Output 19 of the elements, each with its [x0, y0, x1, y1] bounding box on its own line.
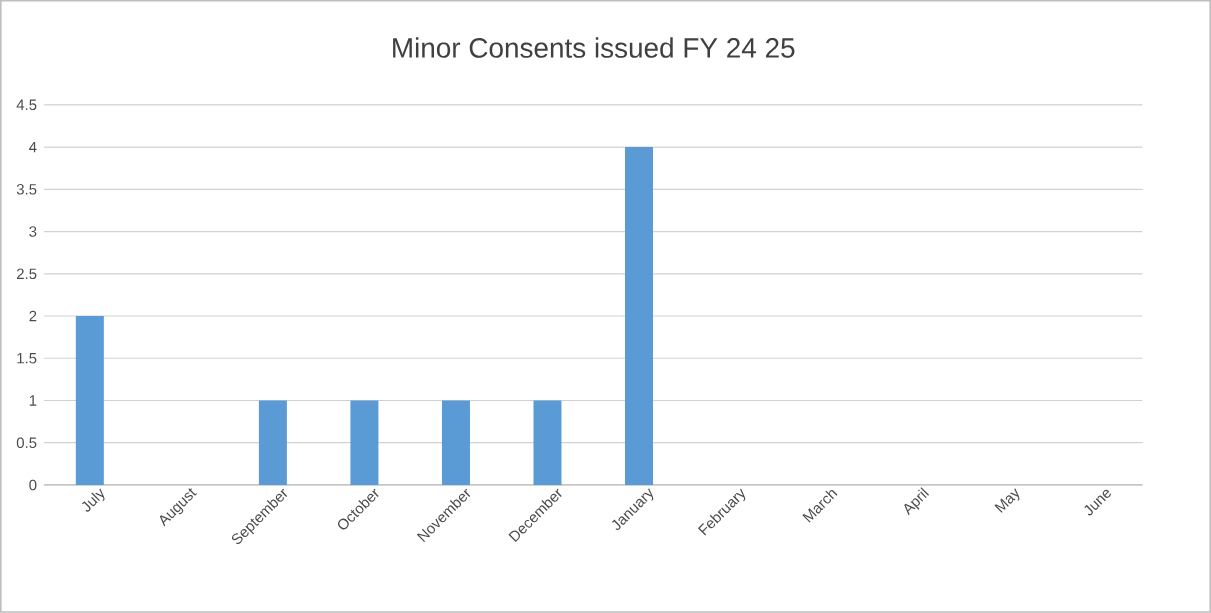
y-tick-label: 1: [29, 395, 37, 406]
x-tick-label: May: [994, 488, 1020, 513]
y-tick-label: 1.5: [17, 353, 37, 364]
bar: [441, 400, 470, 486]
y-tick-label: 2: [29, 310, 37, 322]
x-tick-label: July: [81, 488, 105, 512]
y-tick-label: 4: [29, 142, 37, 153]
chart-title: Minor Consents issued FY 24 25: [393, 37, 795, 58]
bar: [625, 147, 654, 486]
bar: [75, 316, 104, 486]
bar: [533, 400, 562, 486]
y-tick-label: 3: [29, 226, 37, 237]
y-tick-label: 4.5: [16, 99, 37, 111]
y-tick-label: 2.5: [16, 268, 37, 280]
y-tick-label: 3.5: [16, 184, 37, 195]
y-tick-label: 0.5: [16, 437, 37, 449]
y-tick-label: 0: [29, 479, 37, 491]
bar: [258, 400, 287, 486]
bar: [350, 400, 379, 486]
